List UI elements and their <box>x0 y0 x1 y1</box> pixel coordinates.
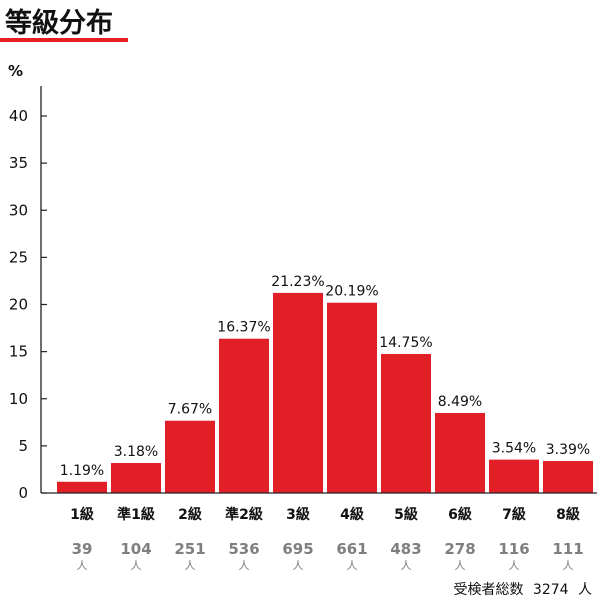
bar <box>381 353 431 493</box>
bar-value-label: 3.39% <box>546 442 590 458</box>
x-category-label: 6級 <box>448 506 472 523</box>
bar-value-label: 7.67% <box>168 402 212 418</box>
bar-value-label: 14.75% <box>379 335 432 351</box>
bar <box>489 459 539 493</box>
x-category-label: 2級 <box>178 506 202 523</box>
bar-value-label: 8.49% <box>438 394 482 410</box>
respondent-count: 251 <box>174 540 205 558</box>
bar-series: 1.19% 3.18% 7.67% 16.37% 21.23%20.19% 14.75% 8… <box>57 274 593 493</box>
bar-value-label: 3.54% <box>492 441 536 457</box>
respondent-count-unit: 人 <box>185 559 196 572</box>
total-unit: 人 <box>578 582 592 598</box>
bar <box>327 302 377 493</box>
y-tick-label: 40 <box>9 107 28 125</box>
bar-value-label: 16.37% <box>217 320 270 336</box>
respondent-count: 104 <box>120 540 151 558</box>
x-category-label: 4級 <box>340 506 364 523</box>
x-category-label: 準1級 <box>117 506 155 523</box>
x-category-label: 8級 <box>556 506 580 523</box>
x-category-label: 1級 <box>70 506 94 523</box>
respondent-count: 278 <box>444 540 475 558</box>
respondent-count: 536 <box>228 540 259 558</box>
y-tick-label: 10 <box>9 390 28 408</box>
respondent-count: 116 <box>498 540 529 558</box>
y-tick-label: 5 <box>18 437 28 455</box>
total-value: 3274 <box>533 582 569 598</box>
y-tick-label: 30 <box>9 201 28 219</box>
category-labels: 1級 準1級 2級 準2級 3級 4級 5級 6級 7級 8級 <box>70 506 580 523</box>
bar <box>57 481 107 493</box>
y-tick-label: 20 <box>9 296 28 314</box>
y-tick-label: 0 <box>18 484 28 502</box>
respondent-count-unit: 人 <box>563 559 574 572</box>
y-axis-unit-label: % <box>8 62 23 80</box>
x-category-label: 5級 <box>394 506 418 523</box>
respondent-count-unit: 人 <box>401 559 412 572</box>
respondent-count-unit: 人 <box>239 559 250 572</box>
total-label: 受検者総数 <box>453 582 523 598</box>
y-axis-ticks: 0 5 10 15 20 25 30 35 40 <box>9 107 47 502</box>
bar-value-label: 20.19% <box>325 284 378 300</box>
bar <box>435 412 485 493</box>
bar <box>543 461 593 493</box>
respondent-count: 111 <box>552 540 583 558</box>
respondent-count-unit: 人 <box>509 559 520 572</box>
respondent-count-unit: 人 <box>77 559 88 572</box>
bar-value-label: 3.18% <box>114 444 158 460</box>
respondent-count: 661 <box>336 540 367 558</box>
x-category-label: 7級 <box>502 506 526 523</box>
bar <box>273 292 323 493</box>
y-tick-label: 25 <box>9 248 28 266</box>
chart-title: 等級分布 <box>5 7 113 39</box>
y-tick-label: 35 <box>9 154 28 172</box>
respondent-count: 39 <box>72 540 93 558</box>
total-respondents: 受検者総数 3274 人 <box>453 582 592 598</box>
respondent-count-unit: 人 <box>131 559 142 572</box>
x-category-label: 準2級 <box>225 506 263 523</box>
y-tick-label: 15 <box>9 343 28 361</box>
bar-value-label: 1.19% <box>60 463 104 479</box>
bar <box>219 338 269 493</box>
bar-value-label: 21.23% <box>271 274 324 290</box>
respondent-count-unit: 人 <box>293 559 304 572</box>
title-underline <box>0 38 128 42</box>
respondent-count: 483 <box>390 540 421 558</box>
respondent-count-unit: 人 <box>347 559 358 572</box>
bar <box>165 420 215 493</box>
respondent-count: 695 <box>282 540 313 558</box>
x-category-label: 3級 <box>286 506 310 523</box>
bar <box>111 463 161 493</box>
respondent-count-unit: 人 <box>455 559 466 572</box>
